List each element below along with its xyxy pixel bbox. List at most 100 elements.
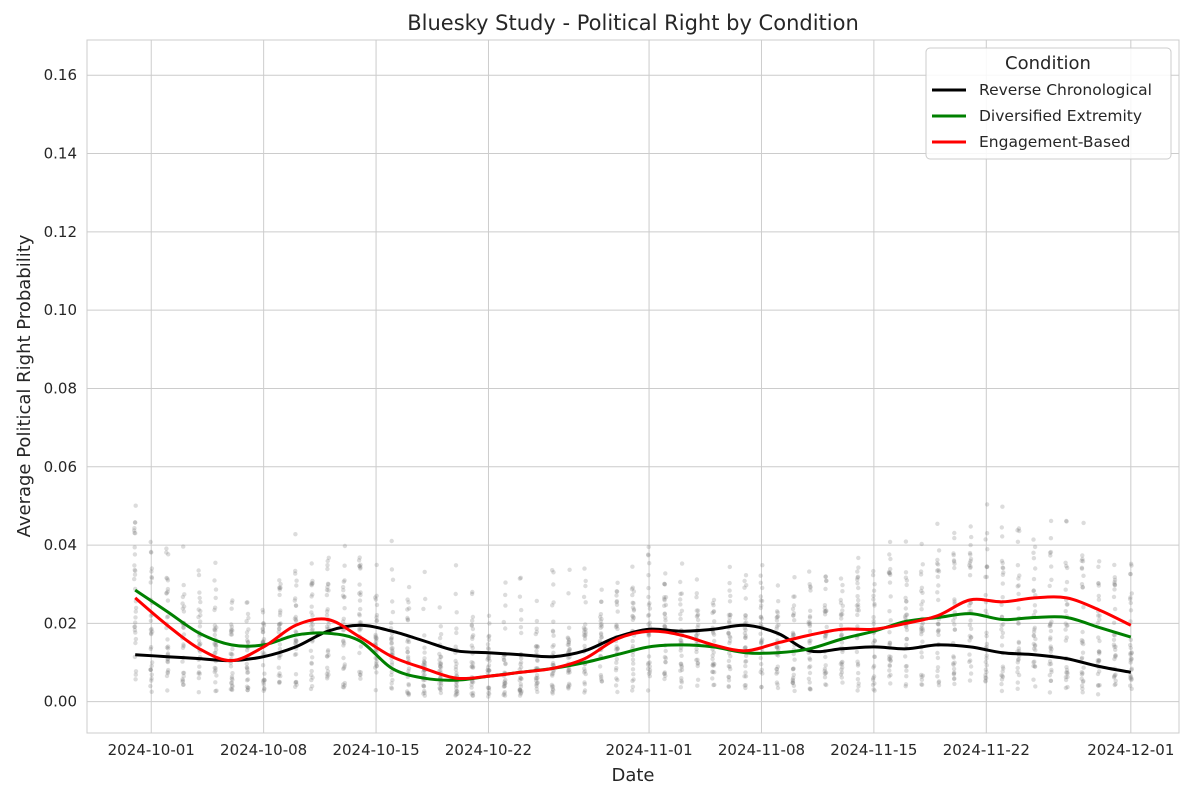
series-line-1 xyxy=(134,588,1132,682)
scatter-point xyxy=(1112,606,1118,612)
scatter-point xyxy=(341,588,346,593)
scatter-point xyxy=(1048,678,1054,683)
scatter-point xyxy=(856,608,861,613)
scatter-point xyxy=(486,694,491,699)
scatter-point xyxy=(1128,660,1133,665)
scatter-point xyxy=(517,688,522,693)
scatter-point xyxy=(1095,692,1101,697)
scatter-point xyxy=(807,686,812,691)
scatter-point xyxy=(406,606,412,611)
scatter-point xyxy=(663,615,668,620)
scatter-point xyxy=(164,590,169,596)
scatter-point xyxy=(164,645,170,650)
scatter-point xyxy=(405,617,410,622)
scatter-point xyxy=(999,623,1004,628)
scatter-point xyxy=(277,585,282,590)
scatter-point xyxy=(839,662,845,667)
scatter-point xyxy=(1079,656,1084,661)
scatter-point xyxy=(149,566,155,571)
scatter-point xyxy=(807,656,812,661)
scatter-point xyxy=(534,673,540,678)
scatter-point xyxy=(469,679,475,684)
scatter-point xyxy=(1081,678,1086,684)
scatter-point xyxy=(695,617,701,623)
scatter-point xyxy=(599,676,604,682)
scatter-point xyxy=(1063,587,1068,592)
scatter-point xyxy=(212,627,217,633)
scatter-point xyxy=(1031,550,1036,555)
scatter-point xyxy=(614,602,620,607)
scatter-point xyxy=(743,659,748,664)
scatter-point xyxy=(984,574,989,580)
scatter-point xyxy=(1031,576,1037,582)
scatter-point xyxy=(840,582,845,588)
scatter-point xyxy=(197,624,203,629)
scatter-point xyxy=(148,627,154,632)
scatter-point xyxy=(695,612,701,617)
scatter-point xyxy=(213,668,218,673)
scatter-point xyxy=(903,606,908,611)
scatter-point xyxy=(454,626,459,631)
scatter-point xyxy=(728,612,733,618)
scatter-point xyxy=(614,665,619,671)
scatter-point xyxy=(614,660,619,665)
scatter-point xyxy=(567,670,572,675)
scatter-point xyxy=(1128,571,1133,577)
scatter-point xyxy=(1049,669,1054,675)
scatter-point xyxy=(1032,642,1038,648)
scatter-point xyxy=(213,595,218,601)
scatter-point xyxy=(678,668,683,673)
scatter-point xyxy=(212,626,217,631)
scatter-point xyxy=(583,627,588,632)
scatter-point xyxy=(646,602,652,608)
scatter-point xyxy=(197,642,202,648)
scatter-point xyxy=(646,552,651,557)
scatter-point xyxy=(582,682,587,687)
scatter-point xyxy=(695,608,701,613)
scatter-point xyxy=(1048,678,1054,683)
scatter-point xyxy=(342,662,347,667)
scatter-point xyxy=(487,633,492,639)
scatter-point xyxy=(357,598,363,603)
scatter-point xyxy=(470,634,475,639)
scatter-point xyxy=(230,652,235,657)
scatter-point xyxy=(182,592,187,597)
scatter-point xyxy=(728,666,733,672)
scatter-point xyxy=(920,639,925,644)
scatter-point xyxy=(758,598,764,603)
scatter-point xyxy=(229,652,234,657)
scatter-point xyxy=(469,664,475,669)
scatter-point xyxy=(551,663,556,668)
scatter-point xyxy=(1079,655,1085,660)
scatter-point xyxy=(872,582,877,587)
scatter-point xyxy=(518,675,523,680)
scatter-point xyxy=(486,655,491,660)
scatter-point xyxy=(823,574,828,579)
scatter-point xyxy=(823,654,828,660)
scatter-point xyxy=(967,638,972,643)
scatter-point xyxy=(1112,580,1117,585)
scatter-point xyxy=(422,645,427,650)
scatter-point xyxy=(1112,582,1118,588)
scatter-point xyxy=(550,629,556,634)
scatter-point xyxy=(823,663,828,668)
scatter-point xyxy=(903,684,908,689)
scatter-point xyxy=(984,663,989,668)
scatter-point xyxy=(743,674,749,679)
scatter-point xyxy=(1065,671,1070,676)
x-tick-labels: 2024-10-01 2024-10-08 2024-10-15 2024-10-22… xyxy=(108,741,1175,759)
scatter-point xyxy=(711,609,716,614)
scatter-point xyxy=(453,658,458,664)
scatter-point xyxy=(968,626,974,631)
scatter-point xyxy=(212,651,217,656)
scatter-point xyxy=(374,615,379,620)
scatter-point xyxy=(310,592,315,597)
scatter-point xyxy=(1048,549,1054,555)
scatter-point xyxy=(599,616,604,622)
scatter-point xyxy=(1000,504,1005,509)
scatter-point xyxy=(631,672,636,677)
scatter-point xyxy=(887,580,893,585)
scatter-point xyxy=(728,654,733,659)
scatter-point xyxy=(630,585,635,590)
scatter-point xyxy=(1128,572,1133,577)
